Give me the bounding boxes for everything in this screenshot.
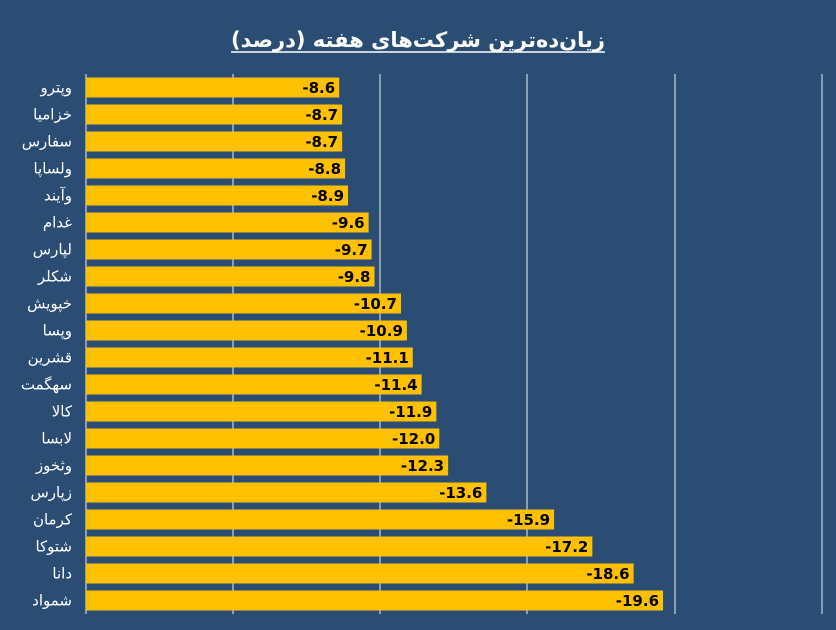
bar bbox=[86, 347, 413, 368]
bar bbox=[86, 320, 407, 341]
bar bbox=[86, 239, 372, 260]
bar bbox=[86, 455, 449, 476]
data-label: -10.9 bbox=[360, 322, 403, 340]
data-label: -13.6 bbox=[439, 484, 482, 502]
bar bbox=[86, 482, 487, 503]
category-label: دانا bbox=[52, 565, 72, 583]
data-label: -11.1 bbox=[366, 349, 409, 367]
category-label: کالا bbox=[52, 403, 73, 421]
data-label: -12.0 bbox=[392, 430, 435, 448]
category-label: شمواد bbox=[32, 592, 72, 610]
bar bbox=[86, 158, 346, 179]
bar bbox=[86, 536, 593, 557]
bar bbox=[86, 590, 664, 611]
data-label: -15.9 bbox=[507, 511, 550, 529]
data-label: -9.7 bbox=[335, 241, 368, 259]
category-label: وثخوز bbox=[35, 457, 72, 475]
bar bbox=[86, 185, 349, 206]
category-label: کرمان bbox=[33, 511, 73, 529]
bars bbox=[86, 77, 664, 611]
category-label: زپارس bbox=[30, 484, 72, 503]
category-label: شتوکا bbox=[35, 538, 72, 556]
category-label: خزامیا bbox=[33, 106, 72, 124]
bar bbox=[86, 563, 634, 584]
bar bbox=[86, 266, 375, 287]
category-label: لابسا bbox=[41, 430, 72, 448]
data-label: -19.6 bbox=[616, 592, 659, 610]
bar bbox=[86, 401, 437, 422]
data-label: -8.8 bbox=[308, 160, 341, 178]
value-labels: -8.6 -8.7 -8.7 -8.8 -8.9 -9.6 -9.7 -9.8 -10.7 -10… bbox=[302, 79, 659, 610]
bar bbox=[86, 104, 343, 125]
bar bbox=[86, 509, 555, 530]
data-label: -8.6 bbox=[302, 79, 335, 97]
data-label: -9.6 bbox=[332, 214, 365, 232]
chart-title-group: زیان‌ده‌ترین شرکت‌های هفته (درصد) bbox=[231, 28, 605, 53]
category-label: سهگمت bbox=[21, 376, 72, 394]
bar bbox=[86, 77, 340, 98]
bar bbox=[86, 428, 440, 449]
data-label: -10.7 bbox=[354, 295, 397, 313]
category-label: لپارس bbox=[33, 241, 72, 260]
category-label: شکلر bbox=[37, 268, 72, 286]
category-label: غدام bbox=[43, 214, 72, 232]
gridlines bbox=[85, 74, 823, 614]
data-label: -9.8 bbox=[338, 268, 371, 286]
category-label: وپسا bbox=[43, 322, 72, 341]
category-label: سفارس bbox=[22, 133, 72, 151]
bar bbox=[86, 131, 343, 152]
data-label: -12.3 bbox=[401, 457, 444, 475]
chart-title: زیان‌ده‌ترین شرکت‌های هفته (درصد) bbox=[231, 28, 605, 52]
category-label: خپویش bbox=[27, 295, 72, 314]
category-label: ولساپا bbox=[33, 160, 72, 179]
data-label: -8.7 bbox=[305, 133, 338, 151]
data-label: -8.7 bbox=[305, 106, 338, 124]
bar bbox=[86, 293, 402, 314]
data-label: -8.9 bbox=[311, 187, 344, 205]
data-label: -17.2 bbox=[545, 538, 588, 556]
category-label: قشرین bbox=[28, 349, 72, 367]
category-label: وپترو bbox=[40, 79, 72, 98]
bar bbox=[86, 212, 369, 233]
bar bbox=[86, 374, 422, 395]
category-label: وآیند bbox=[44, 187, 72, 205]
data-label: -11.4 bbox=[374, 376, 417, 394]
category-labels: وپترو خزامیا سفارس ولساپا وآیند غدام لپارس شکلر… bbox=[21, 79, 73, 610]
data-label: -11.9 bbox=[389, 403, 432, 421]
data-label: -18.6 bbox=[586, 565, 629, 583]
